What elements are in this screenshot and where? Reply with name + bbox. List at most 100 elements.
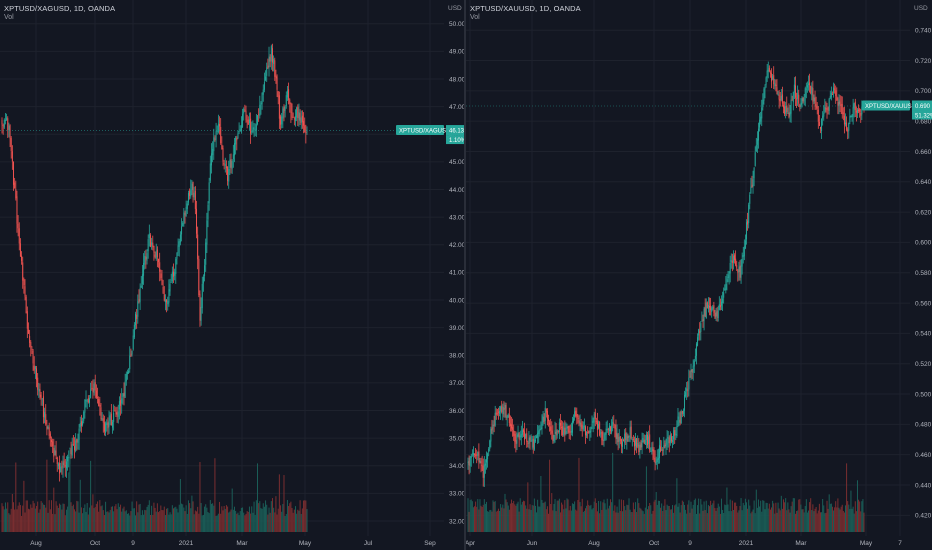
candle-body [49, 433, 51, 438]
candle-body [91, 388, 93, 389]
price-tick-label: 0.600 [915, 240, 932, 247]
candle-body [198, 258, 200, 296]
candle-body [102, 418, 104, 423]
volume-bar [491, 511, 493, 532]
volume-bar [95, 503, 97, 532]
volume-bar [284, 515, 286, 532]
volume-bar [811, 510, 813, 532]
volume-bar [231, 488, 233, 532]
candle-body [577, 417, 579, 419]
volume-bar [525, 505, 527, 532]
pane-divider[interactable] [464, 0, 466, 550]
candle-body [164, 299, 166, 303]
left-chart-canvas[interactable]: 50.00049.00048.00047.00046.00045.00044.0… [0, 0, 464, 550]
right-chart-canvas[interactable]: 0.740 0.720 0.700 0.680 0.660 0.640 0.620 0.600… [466, 0, 932, 550]
volume-bar [828, 494, 830, 532]
volume-bar [632, 502, 634, 532]
volume-bar [257, 463, 259, 532]
volume-bar [586, 505, 588, 532]
candle-body [610, 426, 612, 431]
volume-bar [29, 509, 31, 532]
volume-bar [24, 512, 26, 532]
volume-bar [468, 511, 470, 532]
volume-bar [260, 508, 262, 532]
candle-body [282, 108, 284, 119]
volume-bar [175, 506, 177, 532]
candle-body [565, 430, 567, 434]
candle-body [301, 115, 303, 123]
volume-bar [155, 511, 157, 532]
candle-body [762, 99, 764, 108]
candle-body [40, 394, 42, 399]
candle-body [694, 355, 696, 359]
volume-bar [286, 500, 288, 532]
candle-body [236, 137, 238, 141]
volume-bar [182, 504, 184, 532]
candle-body [194, 190, 196, 209]
volume-bar [484, 503, 486, 532]
volume-bar [481, 506, 483, 532]
volume-bar [849, 508, 851, 532]
volume-bar [720, 498, 722, 532]
volume-bar [768, 503, 770, 532]
volume-bar [78, 512, 80, 532]
candle-body [674, 430, 676, 436]
volume-bar [822, 499, 824, 532]
volume-bar [722, 509, 724, 532]
candle-body [573, 418, 575, 423]
volume-bar [135, 515, 137, 532]
candle-body [495, 412, 497, 415]
candle-body [740, 265, 742, 278]
volume-bar [707, 505, 709, 532]
volume-bar [851, 508, 853, 532]
candle-body [172, 271, 174, 277]
candle-body [471, 453, 473, 455]
volume-bar [679, 512, 681, 532]
right-chart-pane[interactable]: 0.740 0.720 0.700 0.680 0.660 0.640 0.620 0.600… [466, 0, 932, 550]
volume-bar [800, 504, 802, 532]
volume-bar [275, 496, 277, 532]
volume-bar [140, 515, 142, 532]
volume-bar [578, 457, 580, 532]
candle-body [238, 131, 240, 133]
volume-bar [796, 511, 798, 532]
volume-bar [225, 505, 227, 532]
price-tick-label: 42.000 [449, 242, 464, 249]
candle-body [197, 234, 199, 260]
candle-body [853, 103, 855, 109]
volume-bar [647, 509, 649, 532]
volume-bar [40, 501, 42, 532]
volume-bar [206, 507, 208, 532]
volume-bar [767, 508, 769, 532]
candle-body [699, 331, 701, 333]
volume-bar [11, 493, 13, 532]
candle-body [273, 58, 275, 64]
candle-body [8, 126, 10, 131]
volume-bar [520, 504, 522, 532]
left-chart-pane[interactable]: 50.00049.00048.00047.00046.00045.00044.0… [0, 0, 464, 550]
volume-bar [46, 459, 48, 532]
volume-bar [694, 498, 696, 532]
volume-bar [716, 507, 718, 532]
price-tick-label: 0.440 [915, 482, 932, 489]
candle-body [482, 465, 484, 478]
volume-bar [657, 500, 659, 532]
candle-body [103, 422, 105, 432]
candle-body [550, 426, 552, 431]
volume-bar [69, 449, 71, 532]
candle-body [196, 208, 198, 234]
candle-body [80, 421, 82, 426]
volume-bar [74, 509, 76, 532]
volume-bar [665, 510, 667, 532]
candle-body [858, 109, 860, 112]
volume-bar [723, 512, 725, 532]
candle-body [37, 377, 39, 390]
volume-bar [70, 502, 72, 532]
volume-bar [559, 512, 561, 532]
candle-body [530, 440, 532, 442]
volume-bar [805, 499, 807, 532]
candle-body [759, 119, 761, 128]
candle-body [213, 137, 215, 152]
volume-bar [122, 508, 124, 532]
volume-bar [126, 513, 128, 532]
